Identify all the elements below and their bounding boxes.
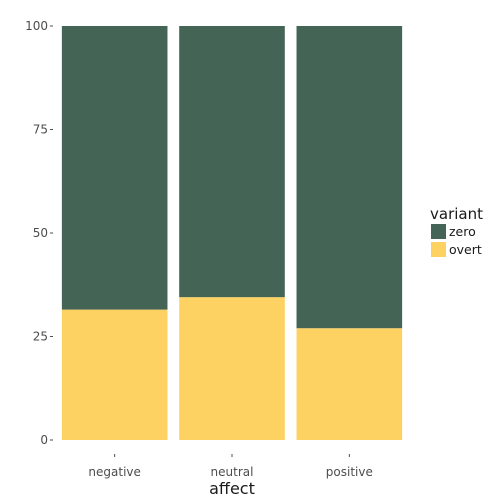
x-axis: negative neutral positive (88, 454, 373, 479)
legend: variant zero overt (430, 205, 483, 257)
legend-label-overt: overt (449, 242, 482, 257)
bar-neutral-zero (179, 26, 285, 298)
x-tick-label: neutral (211, 465, 254, 479)
legend-title: variant (430, 205, 483, 223)
legend-swatch-overt (431, 242, 446, 257)
x-axis-title: affect (209, 479, 255, 498)
y-tick-label: 25 (33, 330, 48, 344)
bar-neutral-overt (179, 297, 285, 440)
legend-swatch-zero (431, 224, 446, 239)
y-axis: 0 25 50 75 100 (25, 19, 53, 447)
bar-negative-zero (61, 26, 168, 310)
plot-area: 0 25 50 75 100 negative neutral positive (25, 19, 403, 479)
y-tick-label: 100 (25, 19, 48, 33)
y-tick-label: 75 (33, 123, 48, 137)
legend-items: zero overt (431, 224, 482, 257)
bar-positive-zero (296, 26, 403, 329)
y-tick-label: 0 (40, 433, 48, 447)
bar-positive-overt (296, 328, 403, 440)
bar-negative-overt (61, 309, 168, 440)
x-tick-label: positive (326, 465, 373, 479)
x-tick-label: negative (88, 465, 140, 479)
y-tick-label: 50 (33, 226, 48, 240)
legend-label-zero: zero (449, 224, 476, 239)
bars (61, 26, 403, 440)
